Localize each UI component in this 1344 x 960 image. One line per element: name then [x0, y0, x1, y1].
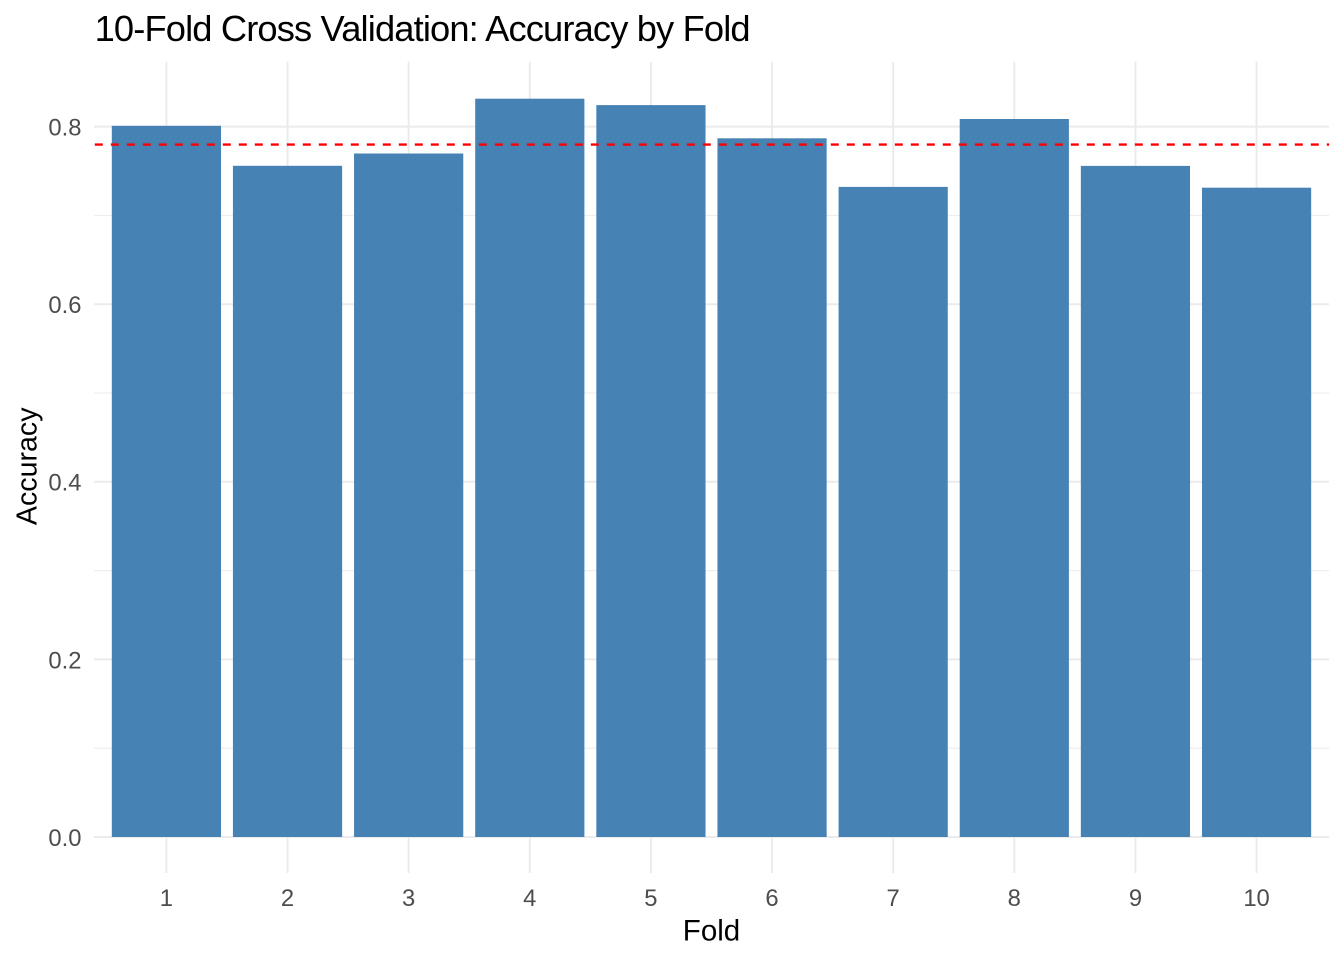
svg-text:7: 7	[887, 885, 900, 912]
svg-text:0.8: 0.8	[48, 115, 81, 142]
svg-text:0.4: 0.4	[48, 470, 81, 497]
svg-text:3: 3	[402, 885, 415, 912]
svg-text:1: 1	[160, 885, 173, 912]
svg-text:6: 6	[765, 885, 778, 912]
svg-text:Fold: Fold	[683, 915, 740, 948]
svg-text:9: 9	[1129, 885, 1142, 912]
svg-text:0.0: 0.0	[48, 825, 81, 852]
svg-text:4: 4	[523, 885, 536, 912]
svg-text:5: 5	[644, 885, 657, 912]
svg-text:Accuracy: Accuracy	[11, 407, 43, 525]
svg-text:10-Fold Cross Validation: Accu: 10-Fold Cross Validation: Accuracy by Fo…	[95, 8, 751, 49]
svg-text:10: 10	[1243, 885, 1269, 912]
svg-text:2: 2	[281, 885, 294, 912]
svg-text:0.6: 0.6	[48, 292, 81, 319]
svg-text:0.2: 0.2	[48, 647, 81, 674]
svg-text:8: 8	[1008, 885, 1021, 912]
